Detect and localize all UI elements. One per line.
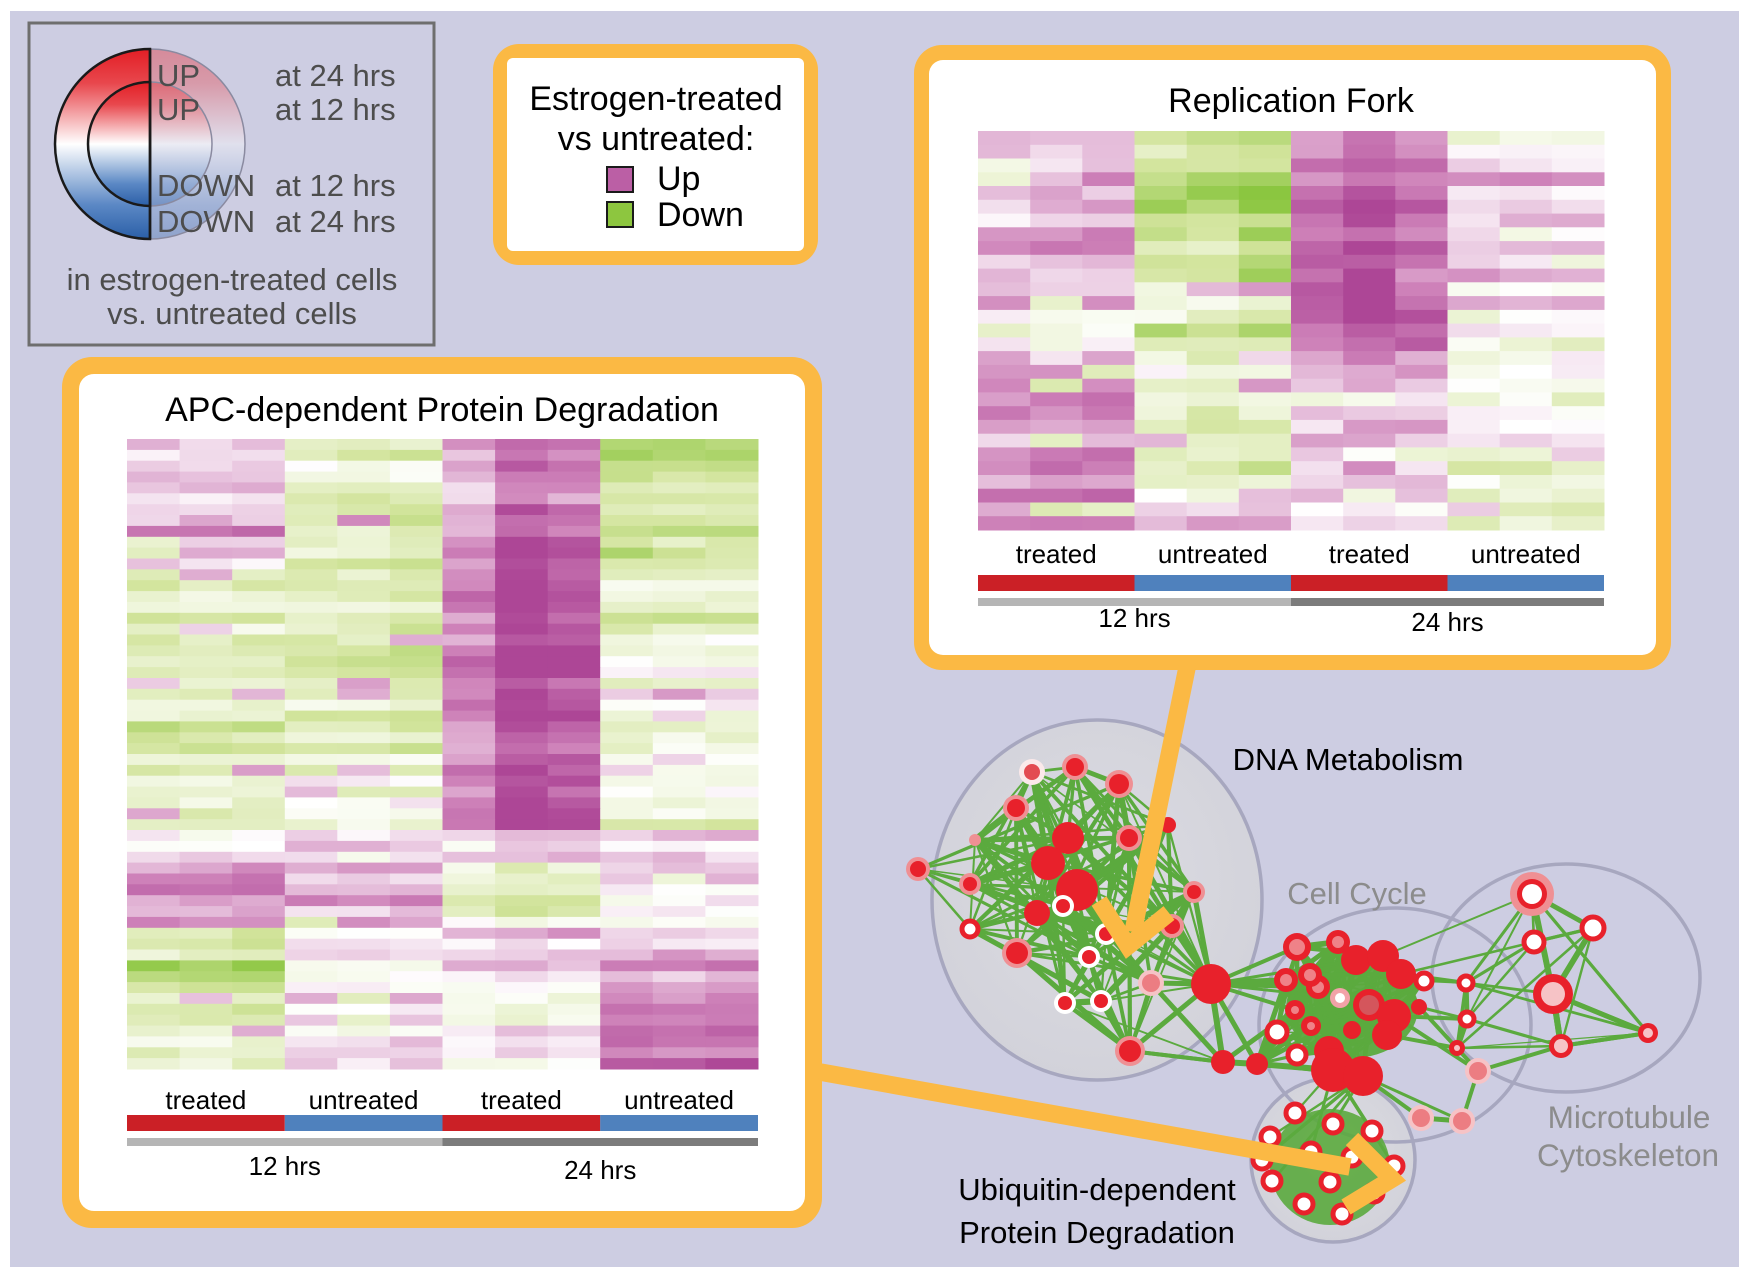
svg-text:at 12 hrs: at 12 hrs — [275, 92, 396, 127]
svg-text:untreated: untreated — [1158, 539, 1268, 569]
svg-text:at 24 hrs: at 24 hrs — [275, 204, 396, 239]
svg-text:12 hrs: 12 hrs — [249, 1151, 321, 1181]
svg-text:12 hrs: 12 hrs — [1098, 603, 1170, 633]
svg-text:DOWN: DOWN — [157, 168, 255, 203]
svg-text:Replication Fork: Replication Fork — [1168, 82, 1415, 120]
svg-text:UP: UP — [157, 92, 200, 127]
svg-text:untreated: untreated — [624, 1085, 734, 1115]
svg-text:DNA Metabolism: DNA Metabolism — [1233, 742, 1464, 777]
svg-text:UP: UP — [157, 58, 200, 93]
svg-text:treated: treated — [1016, 539, 1097, 569]
svg-text:untreated: untreated — [1471, 539, 1581, 569]
svg-text:24 hrs: 24 hrs — [564, 1155, 636, 1185]
svg-text:Cell Cycle: Cell Cycle — [1287, 876, 1427, 911]
svg-text:Ubiquitin-dependent: Ubiquitin-dependent — [958, 1172, 1236, 1207]
svg-text:DOWN: DOWN — [157, 204, 255, 239]
svg-text:vs. untreated cells: vs. untreated cells — [107, 296, 357, 331]
svg-text:untreated: untreated — [309, 1085, 419, 1115]
svg-text:treated: treated — [1329, 539, 1410, 569]
svg-text:24 hrs: 24 hrs — [1411, 607, 1483, 637]
svg-text:Up: Up — [657, 160, 700, 198]
svg-text:at 24 hrs: at 24 hrs — [275, 58, 396, 93]
svg-text:Down: Down — [657, 196, 744, 234]
svg-text:at 12 hrs: at 12 hrs — [275, 168, 396, 203]
svg-text:Estrogen-treated: Estrogen-treated — [529, 80, 782, 118]
svg-text:Cytoskeleton: Cytoskeleton — [1537, 1137, 1719, 1173]
svg-text:treated: treated — [165, 1085, 246, 1115]
svg-text:Protein Degradation: Protein Degradation — [959, 1215, 1235, 1250]
svg-text:in estrogen-treated cells: in estrogen-treated cells — [67, 262, 398, 297]
svg-text:Microtubule: Microtubule — [1548, 1099, 1711, 1135]
svg-text:treated: treated — [481, 1085, 562, 1115]
svg-text:APC-dependent Protein Degradat: APC-dependent Protein Degradation — [165, 391, 719, 429]
svg-text:vs untreated:: vs untreated: — [558, 120, 755, 158]
